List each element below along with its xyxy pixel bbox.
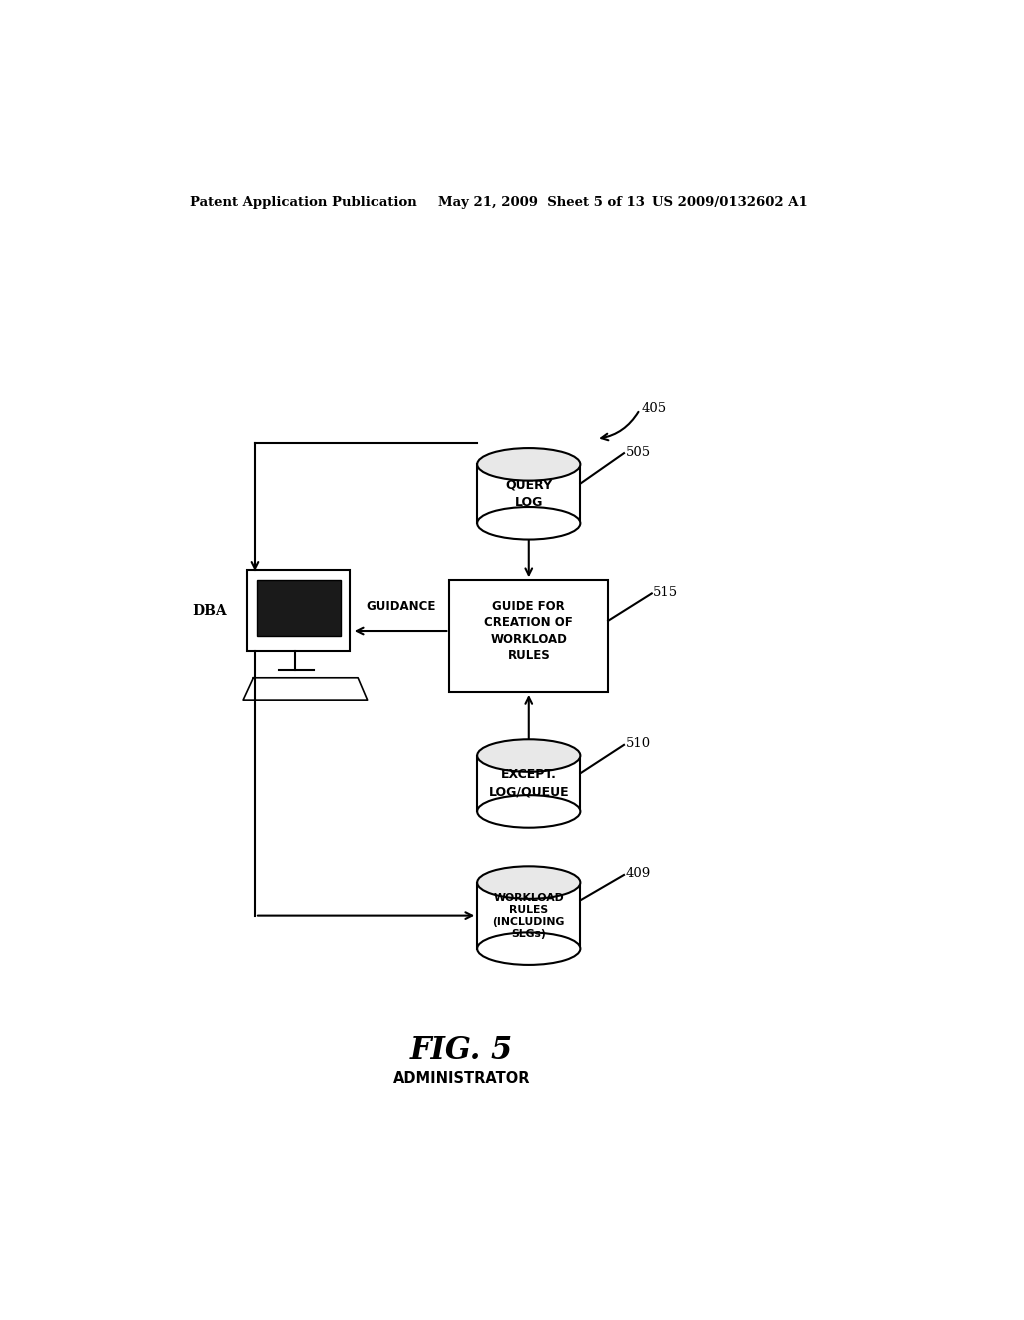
Text: US 2009/0132602 A1: US 2009/0132602 A1 bbox=[652, 195, 808, 209]
Ellipse shape bbox=[477, 447, 581, 480]
Text: QUERY
LOG: QUERY LOG bbox=[505, 479, 552, 508]
Text: 515: 515 bbox=[653, 586, 679, 599]
Ellipse shape bbox=[477, 507, 581, 540]
Text: DBA: DBA bbox=[193, 603, 227, 618]
Text: May 21, 2009  Sheet 5 of 13: May 21, 2009 Sheet 5 of 13 bbox=[437, 195, 644, 209]
Bar bbox=[477, 755, 581, 812]
Text: Patent Application Publication: Patent Application Publication bbox=[189, 195, 417, 209]
Text: EXCEPT.
LOG/QUEUE: EXCEPT. LOG/QUEUE bbox=[488, 768, 569, 799]
Text: FIG. 5: FIG. 5 bbox=[410, 1035, 513, 1067]
Ellipse shape bbox=[477, 932, 581, 965]
Polygon shape bbox=[243, 677, 368, 700]
Text: WORKLOAD
RULES
(INCLUDING
SLGs): WORKLOAD RULES (INCLUDING SLGs) bbox=[493, 892, 565, 939]
Bar bbox=[257, 581, 341, 636]
Text: 505: 505 bbox=[626, 446, 650, 458]
Bar bbox=[247, 570, 350, 651]
Ellipse shape bbox=[477, 739, 581, 772]
Text: GUIDANCE: GUIDANCE bbox=[366, 599, 435, 612]
Bar bbox=[477, 465, 581, 523]
Ellipse shape bbox=[477, 866, 581, 899]
Text: 405: 405 bbox=[641, 401, 667, 414]
Bar bbox=[477, 883, 581, 949]
Text: GUIDE FOR
CREATION OF
WORKLOAD
RULES: GUIDE FOR CREATION OF WORKLOAD RULES bbox=[484, 599, 573, 663]
Text: 409: 409 bbox=[626, 867, 651, 880]
Bar bbox=[450, 581, 608, 692]
Text: ADMINISTRATOR: ADMINISTRATOR bbox=[392, 1071, 530, 1086]
Text: 510: 510 bbox=[626, 738, 650, 750]
Ellipse shape bbox=[477, 795, 581, 828]
